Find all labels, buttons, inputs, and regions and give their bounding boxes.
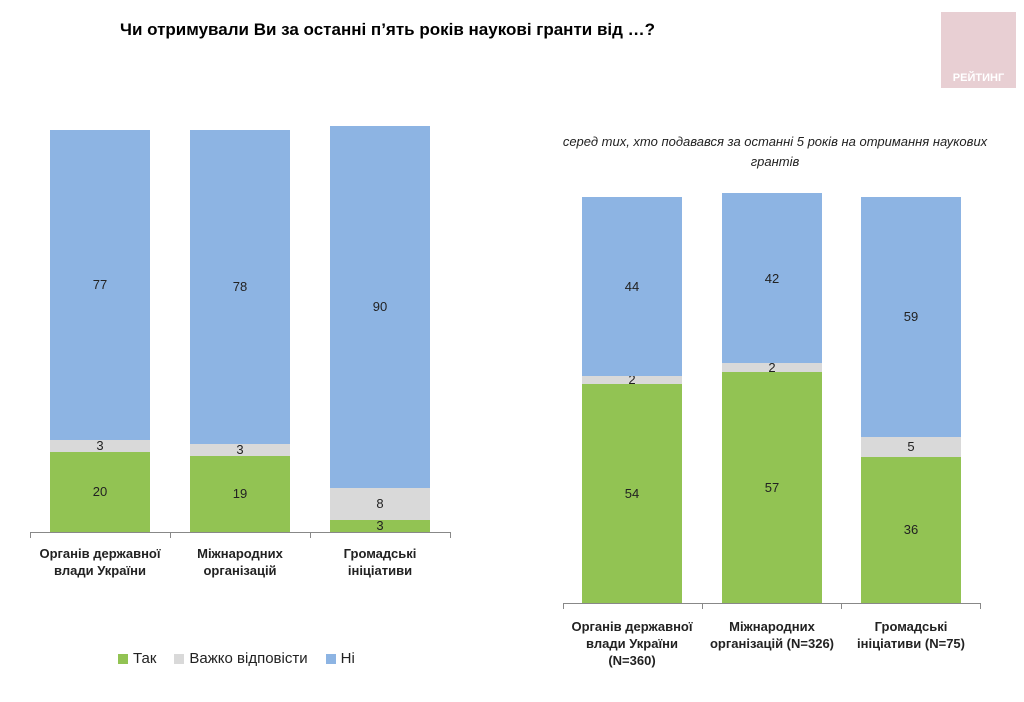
bar-segment-yes: 57	[722, 371, 822, 603]
category-label: Міжнародних організацій	[197, 546, 283, 578]
bar-segment-hard: 5	[861, 436, 961, 457]
bar-segment-no: 59	[861, 197, 961, 437]
axis-tick	[702, 603, 703, 609]
axis-tick	[563, 603, 564, 609]
data-label: 3	[96, 438, 104, 454]
bar-segment-yes: 20	[50, 451, 150, 532]
category-label: Громадські ініціативи	[343, 546, 417, 578]
legend-label: Важко відповісти	[189, 650, 308, 667]
data-label: 54	[624, 485, 640, 501]
legend-item-hard: Важко відповісти	[174, 650, 308, 667]
legend-swatch-hard	[174, 653, 185, 664]
data-label: 5	[907, 439, 915, 455]
bar-segment-hard: 2	[722, 360, 822, 376]
bar-segment-yes: 19	[190, 455, 290, 532]
data-label: 8	[376, 496, 384, 512]
data-label: 59	[903, 309, 919, 325]
category-label: Міжнародних організацій (N=326)	[709, 619, 835, 651]
category-label: Органів державної влади України	[39, 546, 161, 578]
x-axis	[30, 532, 450, 533]
category-label: Органів державної влади України (N=360)	[571, 619, 693, 668]
axis-tick	[841, 603, 842, 609]
axis-tick	[170, 532, 171, 538]
legend-item-no: Ні	[325, 650, 355, 667]
bar-segment-no: 78	[190, 130, 290, 444]
axis-tick	[980, 603, 981, 609]
bar-segment-hard: 8	[330, 487, 430, 520]
bar-segment-yes: 36	[861, 456, 961, 603]
bar-segment-no: 77	[50, 130, 150, 440]
logo-text: РЕЙТИНГ	[952, 72, 1005, 84]
legend-item-yes: Так	[118, 650, 156, 667]
category-label: Громадські ініціативи (N=75)	[857, 619, 965, 651]
rating-logo: РЕЙТИНГ	[941, 12, 1016, 88]
x-axis	[563, 603, 980, 604]
chart-title: Чи отримували Ви за останні п’ять років …	[120, 20, 656, 39]
bar-segment-hard: 3	[50, 438, 150, 454]
legend: Так Важко відповісти Ні	[118, 650, 355, 667]
data-label: 78	[232, 279, 248, 295]
data-label: 90	[372, 299, 388, 315]
data-label: 3	[376, 518, 384, 534]
data-label: 42	[764, 270, 780, 286]
data-label: 2	[768, 360, 776, 376]
legend-label: Ні	[340, 650, 355, 667]
data-label: 19	[232, 486, 248, 502]
data-label: 77	[92, 277, 108, 293]
axis-tick	[30, 532, 31, 538]
bar-segment-yes: 3	[330, 518, 430, 534]
axis-tick	[310, 532, 311, 538]
data-label: 20	[92, 484, 108, 500]
data-label: 36	[903, 522, 919, 538]
bar-segment-hard: 2	[582, 372, 682, 388]
legend-swatch-no	[325, 653, 336, 664]
legend-label: Так	[133, 650, 157, 667]
bar-segment-yes: 54	[582, 383, 682, 603]
data-label: 44	[624, 278, 640, 294]
data-label: 57	[764, 479, 780, 495]
axis-tick	[450, 532, 451, 538]
data-label: 3	[236, 442, 244, 458]
bar-segment-no: 44	[582, 197, 682, 376]
legend-swatch-yes	[118, 653, 128, 664]
data-label: 2	[628, 372, 636, 388]
bar-segment-no: 42	[722, 192, 822, 364]
right-chart-subtitle: серед тих, хто подавався за останні 5 ро…	[562, 134, 988, 169]
bar-segment-no: 90	[330, 125, 430, 488]
bar-segment-hard: 3	[190, 442, 290, 458]
